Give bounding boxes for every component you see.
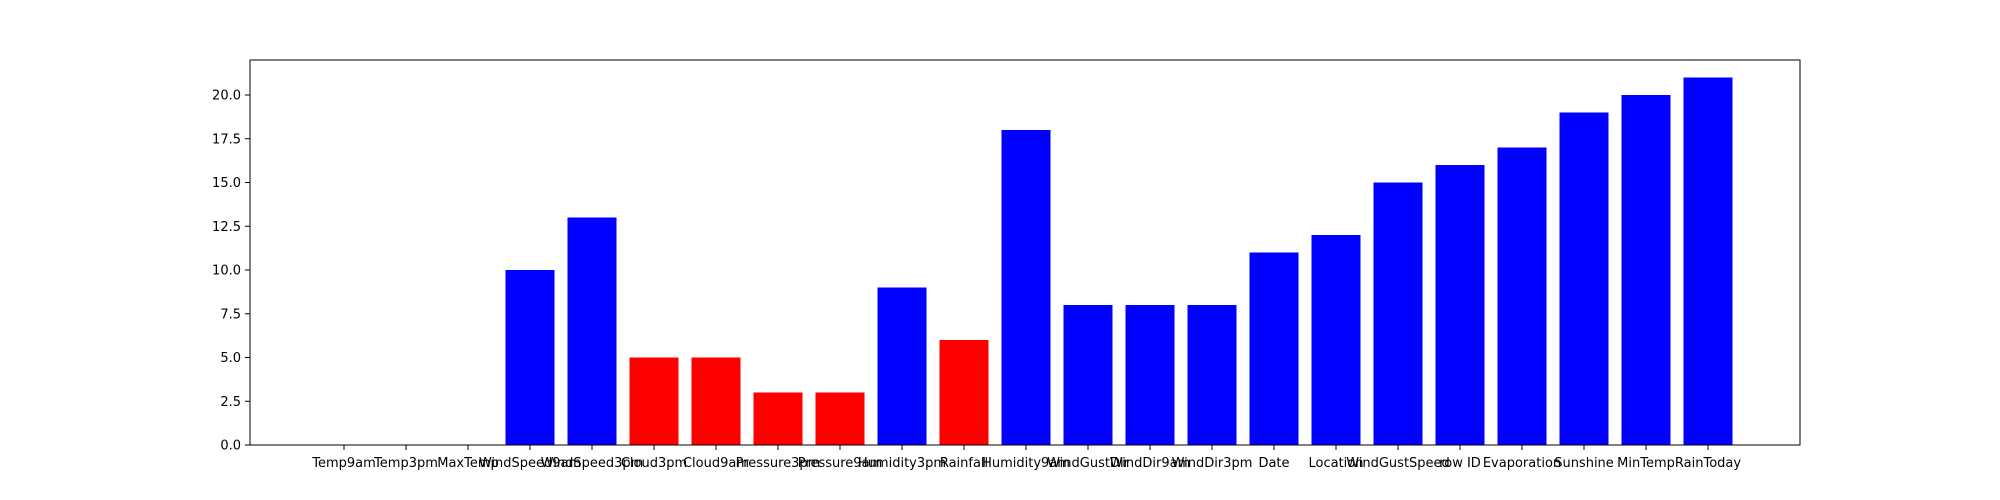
bar-humidity3pm	[877, 287, 927, 445]
bars-group	[505, 77, 1733, 445]
x-tick-label: Cloud9am	[683, 456, 749, 471]
y-tick-label: 7.5	[220, 307, 241, 322]
x-tick-label: WindSpeed9am	[479, 456, 581, 471]
bar-raintoday	[1683, 77, 1733, 445]
bar-row-id	[1435, 165, 1485, 445]
bar-sunshine	[1559, 112, 1609, 445]
x-tick-label: Pressure3pm	[736, 456, 821, 471]
bar-pressure9am	[815, 392, 865, 445]
x-tick-label: RainToday	[1675, 456, 1741, 471]
bar-cloud3pm	[629, 357, 679, 445]
x-tick-label: Evaporation	[1483, 456, 1561, 471]
y-axis: 0.0 2.5 5.0 7.5 10.0 12.5 15.0 17.5 20.0	[212, 89, 250, 454]
bar-date	[1249, 252, 1299, 445]
x-tick-label: MinTemp	[1617, 456, 1675, 471]
x-tick-label: row ID	[1439, 456, 1481, 471]
y-tick-label: 20.0	[212, 89, 241, 104]
bar-windgustdir	[1063, 305, 1113, 445]
bar-mintemp	[1621, 95, 1671, 445]
bar-windspeed3pm	[567, 217, 617, 445]
plot-frame	[249, 59, 1801, 446]
x-tick-label: Date	[1258, 456, 1289, 471]
bar-winddir9am	[1125, 305, 1175, 445]
bar-windgustspeed	[1373, 182, 1423, 445]
x-tick-label: WindGustDir	[1047, 456, 1129, 471]
x-tick-label: Temp3pm	[373, 456, 438, 471]
bar-location	[1311, 235, 1361, 445]
x-tick-label: Temp9am	[311, 456, 376, 471]
y-tick-label: 10.0	[212, 264, 241, 279]
x-tick-label: MaxTemp	[437, 456, 499, 471]
x-tick-label: WindDir3pm	[1172, 456, 1253, 471]
x-tick-label: WindGustSpeed	[1346, 456, 1450, 471]
y-tick-label: 15.0	[212, 176, 241, 191]
bar-windspeed9am	[505, 270, 555, 445]
y-tick-label: 0.0	[220, 439, 241, 454]
x-tick-label: Pressure9am	[798, 456, 882, 471]
y-tick-label: 12.5	[212, 220, 241, 235]
x-tick-label: WindSpeed3pm	[541, 456, 644, 471]
bar-evaporation	[1497, 147, 1547, 445]
bar-humidity9am	[1001, 130, 1051, 445]
x-tick-label: Cloud3pm	[621, 456, 687, 471]
y-tick-label: 5.0	[220, 351, 241, 366]
x-tick-label: Sunshine	[1554, 456, 1614, 471]
bar-cloud9am	[691, 357, 741, 445]
bar-pressure3pm	[753, 392, 803, 445]
x-tick-label: Humidity3pm	[858, 456, 946, 471]
bar-winddir3pm	[1187, 305, 1237, 445]
x-tick-label: Location	[1309, 456, 1364, 471]
y-tick-label: 17.5	[212, 132, 241, 147]
x-tick-label: WindDir9am	[1110, 456, 1191, 471]
y-tick-label: 2.5	[220, 395, 241, 410]
bar-rainfall	[939, 340, 989, 445]
x-tick-label: Humidity9am	[982, 456, 1070, 471]
x-tick-label: Rainfall	[940, 456, 988, 471]
